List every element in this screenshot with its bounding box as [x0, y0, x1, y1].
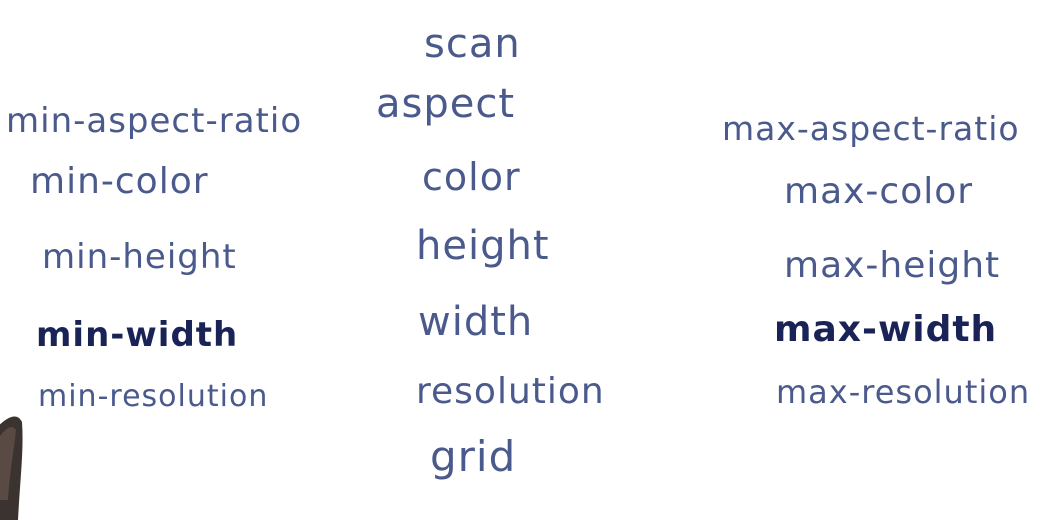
- feature-scan: scan: [424, 21, 521, 67]
- max-resolution: max-resolution: [776, 373, 1031, 411]
- max-aspect-ratio: max-aspect-ratio: [722, 109, 1020, 148]
- max-height: max-height: [784, 245, 1001, 286]
- feature-color: color: [422, 155, 521, 199]
- feature-width: width: [418, 299, 534, 345]
- min-resolution: min-resolution: [38, 379, 269, 414]
- max-width: max-width: [774, 309, 998, 350]
- max-color: max-color: [784, 171, 974, 212]
- feature-aspect: aspect: [376, 81, 516, 127]
- feature-grid: grid: [430, 432, 517, 481]
- min-aspect-ratio: min-aspect-ratio: [6, 101, 303, 141]
- min-color: min-color: [30, 161, 209, 202]
- min-width: min-width: [36, 315, 239, 355]
- min-height: min-height: [42, 237, 237, 277]
- hand-image: [0, 416, 23, 520]
- feature-resolution: resolution: [416, 371, 605, 412]
- feature-height: height: [416, 223, 550, 269]
